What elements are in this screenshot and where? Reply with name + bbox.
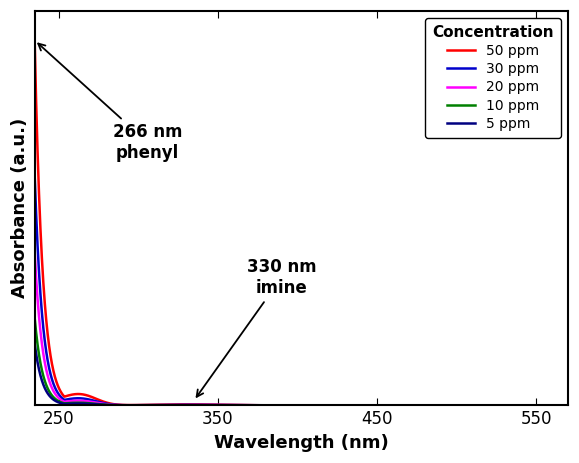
50 ppm (573, 403, 579, 408)
50 ppm (562, 403, 569, 408)
30 ppm (31, 173, 38, 178)
50 ppm (31, 38, 38, 43)
10 ppm (31, 315, 38, 320)
50 ppm (93, 396, 100, 401)
5 ppm (262, 403, 269, 408)
20 ppm (31, 250, 38, 255)
20 ppm (503, 403, 510, 408)
5 ppm (239, 403, 245, 408)
5 ppm (31, 341, 38, 346)
10 ppm (262, 403, 269, 408)
20 ppm (125, 402, 132, 408)
10 ppm (573, 403, 579, 408)
10 ppm (125, 403, 132, 408)
20 ppm (262, 403, 269, 408)
30 ppm (562, 403, 569, 408)
20 ppm (573, 403, 579, 408)
10 ppm (562, 403, 569, 408)
Legend: 50 ppm, 30 ppm, 20 ppm, 10 ppm, 5 ppm: 50 ppm, 30 ppm, 20 ppm, 10 ppm, 5 ppm (426, 18, 561, 138)
Line: 5 ppm: 5 ppm (35, 344, 576, 406)
50 ppm (503, 403, 510, 408)
Line: 50 ppm: 50 ppm (35, 40, 576, 406)
Y-axis label: Absorbance (a.u.): Absorbance (a.u.) (11, 118, 29, 299)
10 ppm (93, 401, 100, 407)
30 ppm (573, 403, 579, 408)
10 ppm (503, 403, 510, 408)
Line: 10 ppm: 10 ppm (35, 318, 576, 406)
X-axis label: Wavelength (nm): Wavelength (nm) (214, 434, 389, 452)
20 ppm (562, 403, 569, 408)
30 ppm (503, 403, 510, 408)
20 ppm (93, 400, 100, 406)
50 ppm (239, 402, 245, 408)
5 ppm (125, 403, 132, 408)
30 ppm (125, 402, 132, 408)
Text: 266 nm
phenyl: 266 nm phenyl (38, 44, 182, 162)
30 ppm (239, 402, 245, 408)
5 ppm (573, 403, 579, 408)
30 ppm (262, 403, 269, 408)
50 ppm (125, 402, 132, 408)
5 ppm (93, 401, 100, 407)
Line: 20 ppm: 20 ppm (35, 252, 576, 406)
Text: 330 nm
imine: 330 nm imine (197, 258, 316, 397)
20 ppm (239, 402, 245, 408)
Line: 30 ppm: 30 ppm (35, 175, 576, 406)
5 ppm (562, 403, 569, 408)
50 ppm (262, 402, 269, 408)
5 ppm (503, 403, 510, 408)
10 ppm (239, 403, 245, 408)
30 ppm (93, 399, 100, 404)
